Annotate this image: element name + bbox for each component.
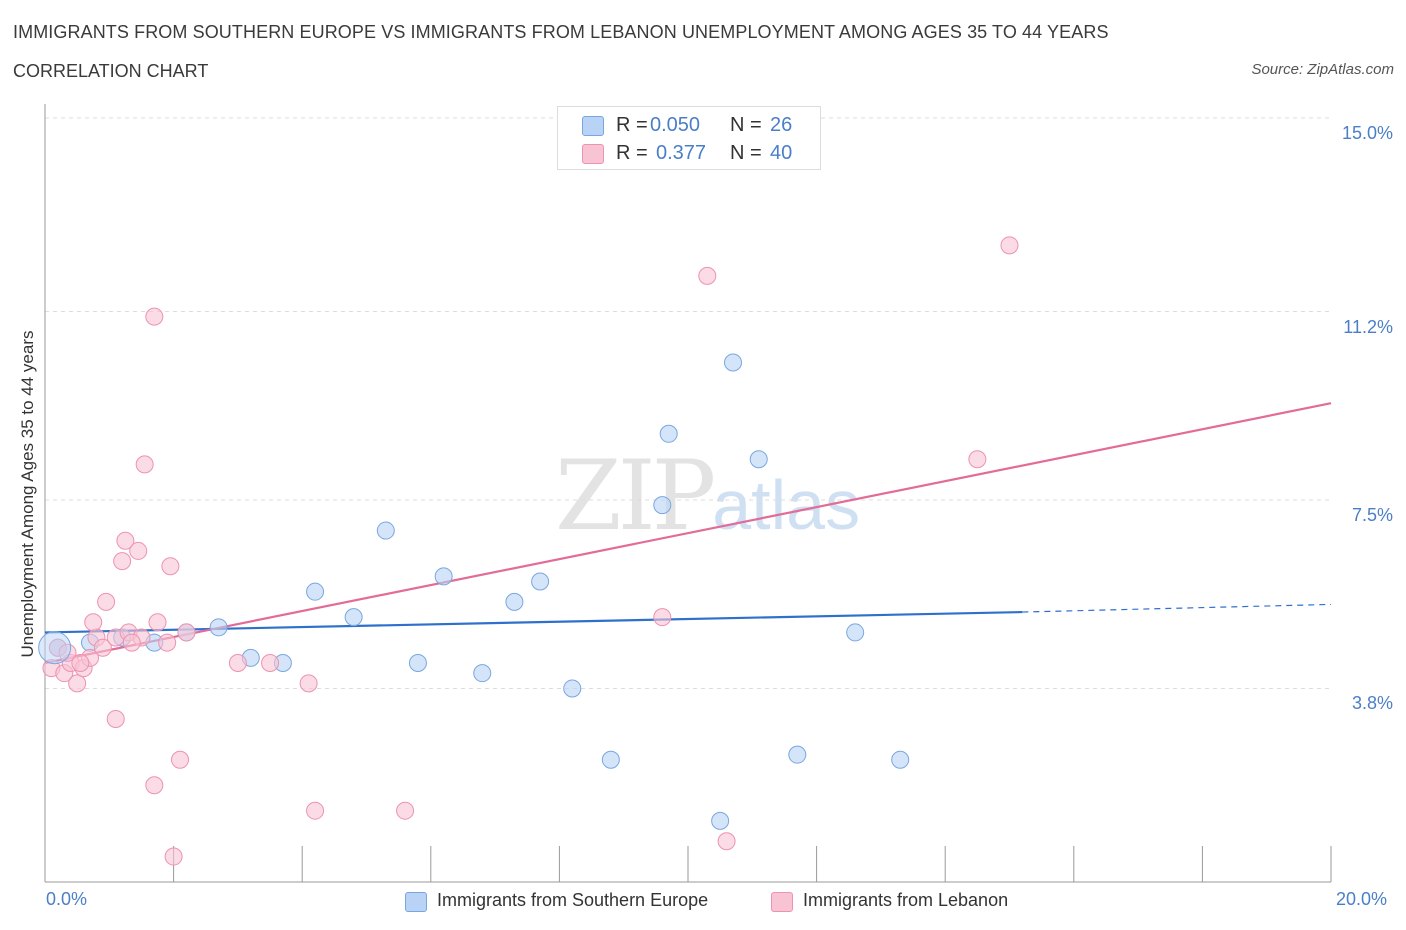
grid-lines	[45, 117, 1331, 689]
trend-line-southern-europe-extension	[1022, 603, 1332, 613]
point-lebanon	[653, 608, 672, 627]
pink-swatch	[582, 144, 604, 164]
point-southern-europe	[408, 653, 427, 672]
point-lebanon	[698, 266, 717, 285]
y-tick-label: 7.5%	[1351, 505, 1393, 525]
legend-swatch-blue	[405, 892, 427, 912]
trend-lines	[44, 402, 1332, 665]
n-label-blue: N =	[730, 114, 762, 136]
point-lebanon	[261, 653, 280, 672]
point-southern-europe	[209, 618, 228, 637]
point-lebanon	[122, 633, 141, 652]
point-southern-europe	[659, 424, 678, 443]
point-southern-europe	[306, 582, 325, 601]
r-label-pink: R =	[616, 142, 648, 164]
watermark: ZIPatlas	[555, 440, 860, 552]
point-lebanon	[113, 552, 132, 571]
trend-line-lebanon	[44, 402, 1332, 665]
point-lebanon	[396, 801, 415, 820]
point-lebanon	[129, 541, 148, 560]
point-lebanon	[84, 613, 103, 632]
data-points	[38, 236, 1019, 866]
point-lebanon	[106, 710, 125, 729]
point-lebanon	[71, 653, 90, 672]
point-lebanon	[171, 750, 190, 769]
point-lebanon	[116, 531, 135, 550]
point-lebanon	[299, 674, 318, 693]
point-lebanon	[161, 557, 180, 576]
x-tick-min: 0.0%	[46, 889, 88, 909]
legend-label-southern-europe: Immigrants from Southern Europe	[437, 890, 709, 910]
y-tick-label: 11.2%	[1343, 316, 1393, 337]
point-southern-europe	[711, 811, 730, 830]
point-lebanon	[145, 776, 164, 795]
point-southern-europe	[563, 679, 582, 698]
point-southern-europe	[653, 496, 672, 515]
point-lebanon	[306, 801, 325, 820]
point-lebanon	[93, 638, 112, 657]
point-lebanon	[177, 623, 196, 642]
r-value-blue: 0.050	[650, 114, 701, 136]
point-lebanon	[968, 450, 987, 469]
point-lebanon	[228, 653, 247, 672]
point-lebanon	[148, 613, 167, 632]
point-southern-europe	[531, 572, 550, 591]
point-southern-europe	[376, 521, 395, 540]
stats-box: R = 0.050 N = 26 R = 0.377 N = 40	[557, 106, 821, 170]
point-lebanon	[145, 307, 164, 326]
point-southern-europe	[434, 567, 453, 586]
point-southern-europe	[724, 353, 743, 372]
point-southern-europe	[601, 750, 620, 769]
blue-swatch	[582, 116, 604, 136]
y-tick-label: 3.8%	[1351, 693, 1393, 714]
n-value-pink: 40	[770, 142, 793, 164]
point-lebanon	[717, 832, 736, 851]
point-lebanon	[158, 633, 177, 652]
point-southern-europe	[505, 592, 524, 611]
legend-swatch-pink	[771, 892, 793, 912]
x-tick-max: 20.0%	[1336, 889, 1388, 909]
chart-title: IMMIGRANTS FROM SOUTHERN EUROPE VS IMMIG…	[13, 22, 1109, 42]
chart-subtitle: CORRELATION CHART	[13, 61, 209, 81]
axes	[44, 104, 1332, 883]
point-southern-europe	[891, 750, 910, 769]
source-label[interactable]: Source: ZipAtlas.com	[1251, 61, 1394, 78]
y-tick-label: 15.0%	[1341, 123, 1393, 143]
r-label-blue: R =	[616, 114, 648, 136]
point-southern-europe	[788, 745, 807, 764]
legend-label-lebanon: Immigrants from Lebanon	[803, 890, 1009, 910]
n-label-pink: N =	[730, 142, 762, 164]
point-lebanon	[1000, 236, 1019, 255]
point-southern-europe	[473, 664, 492, 683]
point-lebanon	[135, 455, 154, 474]
r-value-pink: 0.377	[656, 142, 707, 164]
point-southern-europe	[344, 608, 363, 627]
point-southern-europe	[846, 623, 865, 642]
watermark-atlas: atlas	[712, 466, 861, 544]
point-lebanon	[68, 674, 87, 693]
point-lebanon	[164, 847, 183, 866]
y-axis-label: Unemployment Among Ages 35 to 44 years	[18, 330, 37, 658]
n-value-blue: 26	[770, 114, 793, 136]
point-lebanon	[97, 592, 116, 611]
point-southern-europe-cluster	[38, 631, 72, 665]
point-southern-europe	[749, 450, 768, 469]
